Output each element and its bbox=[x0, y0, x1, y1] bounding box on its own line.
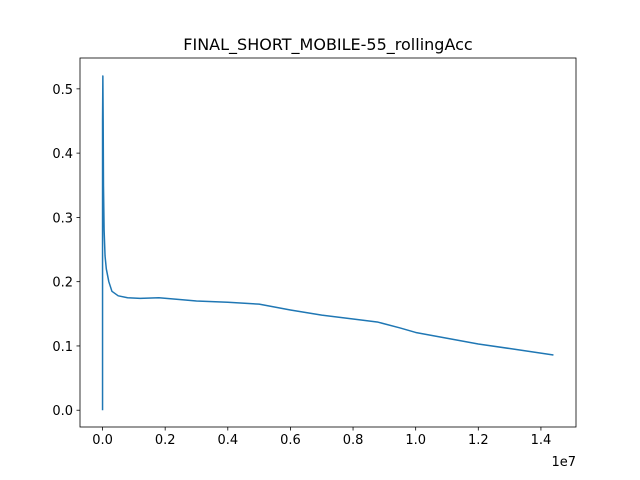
y-tick-label: 0.0 bbox=[52, 404, 73, 419]
y-tick-label: 0.1 bbox=[52, 340, 73, 355]
x-tick-label: 1.0 bbox=[405, 433, 426, 448]
x-tick-label: 0.2 bbox=[155, 433, 176, 448]
x-tick-label: 0.4 bbox=[217, 433, 238, 448]
axes-frame bbox=[79, 57, 577, 428]
y-tick-label: 0.2 bbox=[52, 276, 73, 291]
y-tick-label: 0.4 bbox=[52, 147, 73, 162]
y-tick-label: 0.3 bbox=[52, 211, 73, 226]
x-tick-label: 0.0 bbox=[92, 433, 113, 448]
x-tick-label: 1.4 bbox=[531, 433, 552, 448]
x-offset-label: 1e7 bbox=[551, 455, 576, 470]
chart-title: FINAL_SHORT_MOBILE-55_rollingAcc bbox=[183, 35, 472, 55]
data-line bbox=[101, 75, 554, 411]
x-tick-label: 0.6 bbox=[280, 433, 301, 448]
y-tick-label: 0.5 bbox=[52, 83, 73, 98]
x-tick-label: 1.2 bbox=[468, 433, 489, 448]
x-tick-label: 0.8 bbox=[343, 433, 364, 448]
